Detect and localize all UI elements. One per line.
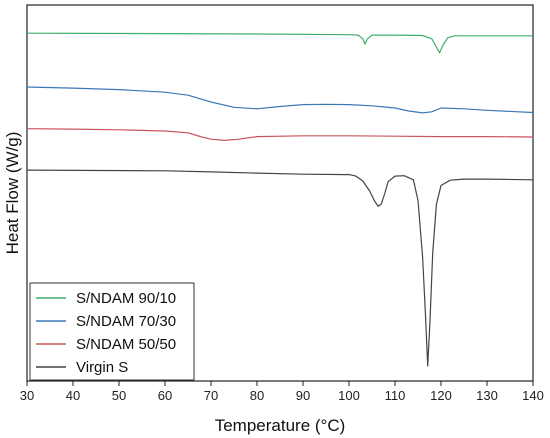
x-tick-label: 110 xyxy=(385,388,406,403)
x-tick-label: 40 xyxy=(66,388,80,403)
series-line xyxy=(26,128,534,141)
legend: S/NDAM 90/10 S/NDAM 70/30 S/NDAM 50/50 Virg… xyxy=(29,282,195,381)
legend-label: Virgin S xyxy=(76,359,128,376)
legend-label: S/NDAM 50/50 xyxy=(76,336,176,353)
series-layer xyxy=(26,32,534,367)
x-tick-label: 50 xyxy=(112,388,126,403)
x-tick-label: 140 xyxy=(522,388,544,403)
x-tick-label: 120 xyxy=(430,388,452,403)
x-tick-label: 30 xyxy=(20,388,34,403)
x-tick-label: 100 xyxy=(338,388,360,403)
x-tick-label: 80 xyxy=(250,388,264,403)
series-line xyxy=(26,169,534,367)
x-axis-title: Temperature (°C) xyxy=(215,416,346,435)
x-axis: 30 40 50 60 70 80 90 100 110 120 130 140 xyxy=(20,381,544,403)
plot-frame xyxy=(26,4,534,382)
legend-label: S/NDAM 90/10 xyxy=(76,290,176,307)
series-line xyxy=(26,86,534,114)
x-tick-label: 130 xyxy=(476,388,498,403)
x-tick-label: 60 xyxy=(158,388,172,403)
y-axis-title: Heat Flow (W/g) xyxy=(3,132,22,255)
legend-items: S/NDAM 90/10 S/NDAM 70/30 S/NDAM 50/50 Virg… xyxy=(36,290,176,376)
legend-label: S/NDAM 70/30 xyxy=(76,313,176,330)
series-line xyxy=(26,32,533,54)
x-tick-label: 90 xyxy=(296,388,310,403)
x-tick-label: 70 xyxy=(204,388,218,403)
legend-box xyxy=(29,282,195,381)
